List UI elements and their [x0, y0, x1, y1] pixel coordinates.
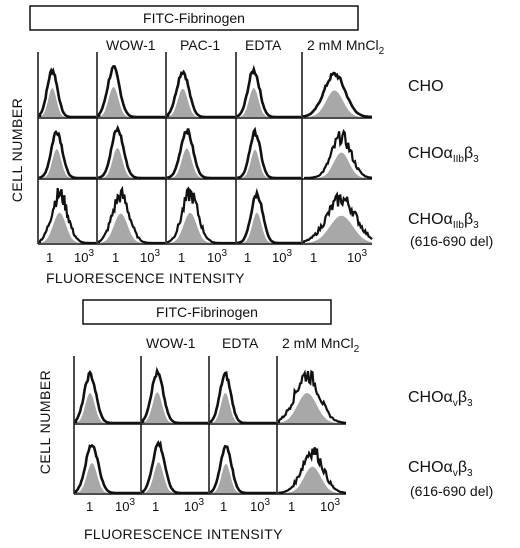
histogram-top-r3-c5-outline: [302, 191, 373, 243]
row-note-del-bottom: (616-690 del): [410, 483, 493, 499]
top-col-pac1: PAC-1: [180, 37, 220, 53]
histogram-top-r2-c3-fill: [168, 148, 235, 178]
bottom-panel: FITC-Fibrinogen WOW-1 EDTA 2 mM MnCl2 CE…: [37, 299, 493, 542]
top-y-axis-label: CELL NUMBER: [9, 98, 25, 203]
top-tick-1000: 103: [207, 248, 227, 265]
histogram-top-r3-c4-outline: [236, 187, 301, 245]
histogram-top-r2-c4-outline: [236, 126, 301, 180]
histogram-bottom-r1-c1-fill: [76, 393, 140, 423]
histogram-bottom-r1-c1-outline: [74, 370, 140, 425]
top-x-ticks: 1 103 1 103 1 103 1 103 1 103: [46, 248, 367, 265]
histogram-bottom-r2-c1-outline: [74, 443, 140, 495]
histogram-top-r1-c5-fill: [304, 90, 372, 117]
histogram-top-r1-c1-fill: [40, 88, 96, 117]
histogram-bottom-r2-c4-outline: [277, 447, 347, 494]
histogram-top-r1-c2-fill: [99, 87, 165, 117]
bottom-tick-1: 1: [288, 499, 295, 514]
bottom-y-axis-label: CELL NUMBER: [37, 370, 53, 475]
bottom-tick-1: 1: [220, 499, 227, 514]
top-tick-1: 1: [244, 250, 251, 265]
histogram-top-r1-c5-outline: [302, 71, 372, 119]
bottom-tick-1000: 103: [320, 497, 340, 514]
row-label-cho-aiib-b3-del: CHOαIIbβ3: [408, 211, 479, 231]
bottom-header-label: FITC-Fibrinogen: [156, 304, 258, 320]
bottom-x-ticks: 1 103 1 103 1 103 1 103: [86, 497, 340, 514]
histogram-top-r2-c1-fill: [40, 149, 96, 178]
histogram-top-r3-c2-fill: [99, 213, 165, 243]
histogram-bottom-r2-c4-fill: [279, 466, 346, 493]
histogram-top-r3-c4-fill: [238, 212, 301, 243]
bottom-tick-1: 1: [152, 499, 159, 514]
histogram-top-r1-c4-fill: [238, 88, 301, 117]
row-note-del-top: (616-690 del): [410, 233, 493, 249]
bottom-x-axis-label: FLUORESCENCE INTENSITY: [84, 526, 283, 542]
bottom-row-labels: CHOαvβ3 CHOαvβ3 (616-690 del): [408, 389, 493, 499]
bottom-histograms: [74, 366, 347, 495]
top-col-edta: EDTA: [245, 37, 282, 53]
row-label-cho: CHO: [408, 78, 444, 95]
histogram-top-r2-c4-fill: [238, 149, 301, 178]
top-row-labels: CHO CHOαIIbβ3 CHOαIIbβ3 (616-690 del): [408, 78, 493, 249]
top-tick-1000: 103: [347, 248, 367, 265]
row-label-cho-aiib-b3: CHOαIIbβ3: [408, 145, 479, 165]
histogram-top-r2-c1-outline: [38, 129, 96, 180]
top-col-wow1: WOW-1: [106, 37, 156, 53]
top-histograms: [38, 64, 373, 245]
bottom-col-wow1: WOW-1: [146, 335, 196, 351]
top-panel: FITC-Fibrinogen WOW-1 PAC-1 EDTA 2 mM Mn…: [9, 5, 493, 286]
row-label-cho-av-b3: CHOαvβ3: [408, 389, 473, 409]
histogram-top-r1-c1-outline: [38, 67, 96, 119]
histogram-bottom-r2-c3-outline: [209, 444, 276, 495]
histogram-top-r2-c5-fill: [304, 152, 372, 178]
top-header-box: [29, 5, 359, 31]
histogram-bottom-r1-c4-fill: [279, 393, 346, 423]
histogram-top-r3-c1-fill: [40, 212, 96, 243]
histogram-top-r3-c3-outline: [166, 186, 235, 245]
top-tick-1000: 103: [74, 248, 94, 265]
histogram-top-r2-c3-outline: [166, 128, 235, 180]
histogram-bottom-r2-c2-outline: [141, 439, 208, 495]
histogram-bottom-r1-c3-fill: [211, 393, 276, 423]
top-col-mncl: 2 mM MnCl2: [307, 37, 385, 57]
bottom-col-mncl: 2 mM MnCl2: [282, 335, 360, 355]
bottom-tick-1: 1: [86, 499, 93, 514]
bottom-header-box: [82, 299, 332, 325]
histogram-bottom-r1-c2-fill: [143, 392, 208, 423]
histogram-top-r3-c2-outline: [97, 185, 165, 245]
top-grid: [37, 52, 372, 245]
histogram-bottom-r2-c3-fill: [211, 463, 276, 493]
bottom-tick-1000: 103: [184, 497, 204, 514]
histogram-top-r3-c1-outline: [38, 187, 96, 245]
histogram-top-r1-c3-fill: [168, 88, 235, 117]
histogram-top-r1-c3-outline: [166, 69, 235, 119]
bottom-tick-1000: 103: [250, 497, 270, 514]
row-label-cho-av-b3-del: CHOαvβ3: [408, 459, 473, 479]
histogram-top-r3-c5-fill: [304, 215, 372, 243]
histogram-bottom-r2-c1-fill: [76, 463, 140, 493]
histogram-top-r3-c3-fill: [168, 212, 235, 243]
histogram-top-r1-c2-outline: [97, 65, 165, 119]
top-tick-1: 1: [310, 250, 317, 265]
top-x-axis-label: FLUORESCENCE INTENSITY: [46, 270, 245, 286]
top-tick-1000: 103: [272, 248, 292, 265]
bottom-tick-1000: 103: [115, 497, 135, 514]
histogram-top-r1-c4-outline: [236, 64, 301, 119]
top-tick-1000: 103: [140, 248, 160, 265]
histogram-top-r2-c2-fill: [99, 148, 165, 178]
histogram-bottom-r1-c2-outline: [141, 366, 208, 425]
histogram-bottom-r1-c3-outline: [209, 371, 276, 425]
histogram-bottom-r2-c2-fill: [143, 462, 208, 493]
histogram-bottom-r1-c4-outline: [277, 369, 347, 424]
histogram-top-r2-c5-outline: [304, 128, 373, 180]
top-tick-1: 1: [112, 250, 119, 265]
histogram-top-r2-c2-outline: [97, 124, 165, 180]
bottom-col-edta: EDTA: [222, 335, 259, 351]
top-tick-1: 1: [178, 250, 185, 265]
top-tick-1: 1: [46, 250, 53, 265]
top-header-label: FITC-Fibrinogen: [143, 10, 245, 26]
